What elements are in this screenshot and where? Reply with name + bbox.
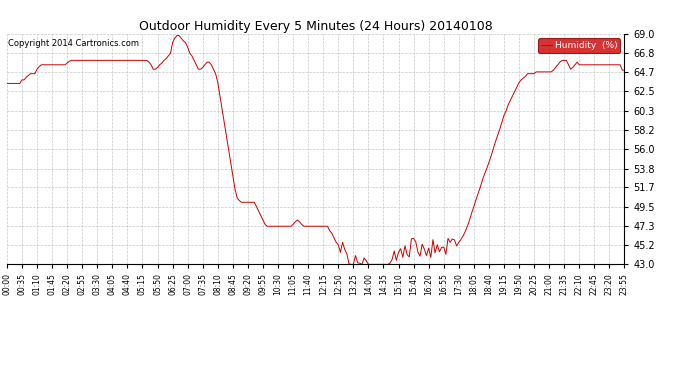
Text: Copyright 2014 Cartronics.com: Copyright 2014 Cartronics.com	[8, 39, 139, 48]
Legend: Humidity  (%): Humidity (%)	[538, 38, 620, 53]
Title: Outdoor Humidity Every 5 Minutes (24 Hours) 20140108: Outdoor Humidity Every 5 Minutes (24 Hou…	[139, 20, 493, 33]
